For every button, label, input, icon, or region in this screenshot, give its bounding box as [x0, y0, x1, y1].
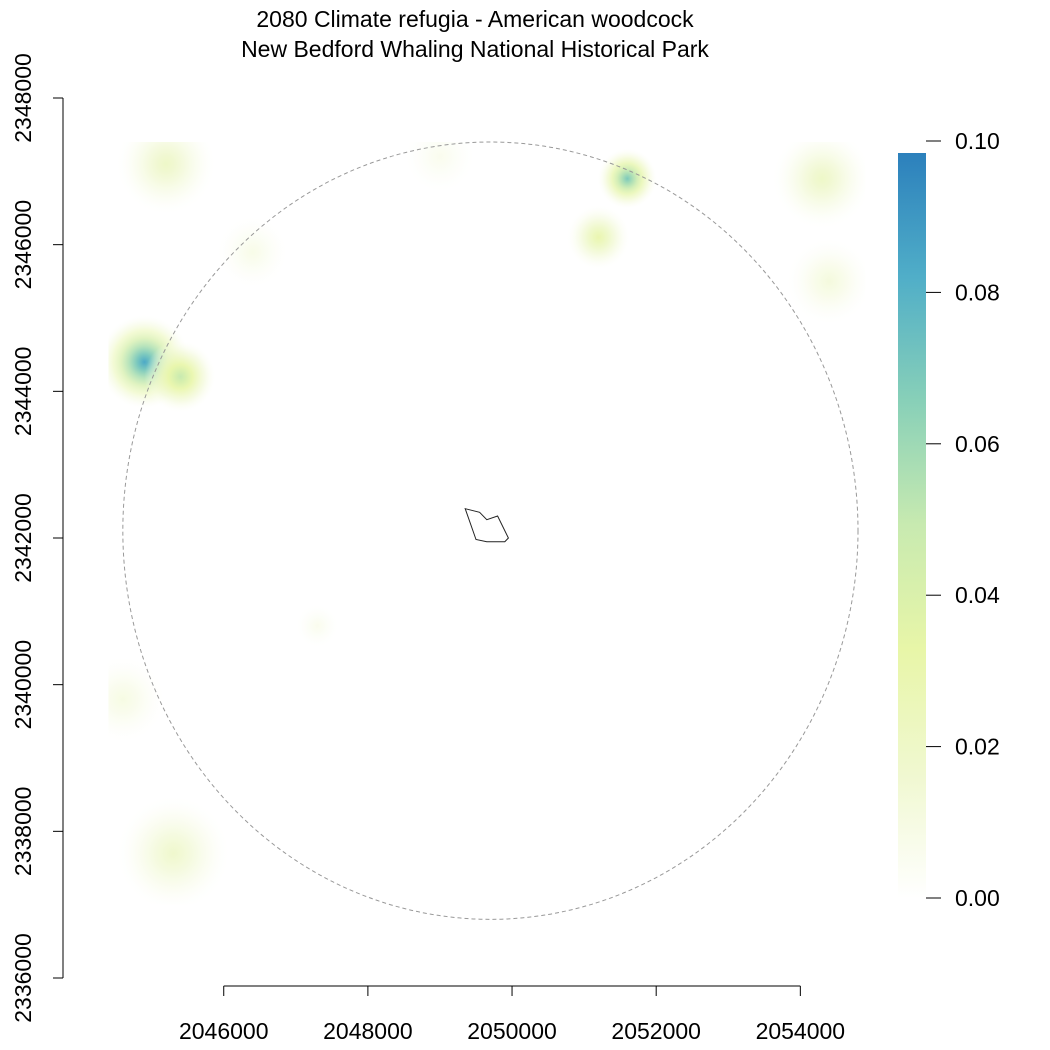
raster-cells	[108, 142, 866, 905]
colorbar-tick-label: 0.02	[955, 734, 1000, 760]
colorbar-tick-label: 0.10	[955, 128, 1000, 154]
colorbar-tick-label: 0.04	[955, 582, 1000, 608]
raster-hotspot	[115, 142, 217, 216]
y-tick-label: 2336000	[10, 933, 36, 1023]
colorbar-legend: 0.00 0.02 0.04 0.06 0.08 0.10	[898, 128, 1000, 911]
colorbar-tick-label: 0.06	[955, 431, 1000, 457]
x-tick-label: 2046000	[179, 1018, 269, 1044]
raster-hotspot	[108, 655, 167, 744]
buffer-boundary	[122, 141, 859, 920]
raster-hotspot	[295, 604, 340, 648]
colorbar-tick-label: 0.08	[955, 279, 1000, 305]
raster-layer	[108, 142, 866, 905]
x-tick-label: 2050000	[467, 1018, 557, 1044]
y-tick-label: 2338000	[10, 787, 36, 877]
x-tick-label: 2052000	[611, 1018, 701, 1044]
x-tick-label: 2054000	[756, 1018, 846, 1044]
y-tick-label: 2342000	[10, 493, 36, 583]
raster-hotspot	[771, 142, 866, 230]
colorbar	[898, 153, 926, 898]
raster-hotspot	[403, 142, 476, 194]
y-tick-label: 2346000	[10, 200, 36, 290]
raster-hotspot	[216, 215, 289, 289]
y-tick-label: 2340000	[10, 640, 36, 730]
x-axis: 2046000 2048000 2050000 2052000 2054000	[179, 985, 846, 1044]
chart-subtitle: New Bedford Whaling National Historical …	[241, 36, 709, 62]
y-tick-label: 2344000	[10, 347, 36, 437]
colorbar-tick-label: 0.00	[955, 885, 1000, 911]
x-tick-label: 2048000	[323, 1018, 413, 1044]
y-axis: 2336000 2338000 2340000 2342000 2344000 23460…	[10, 53, 64, 1023]
chart-title: 2080 Climate refugia - American woodcock	[256, 6, 694, 32]
raster-hotspot	[144, 340, 217, 414]
raster-hotspot	[566, 204, 631, 271]
raster-hotspot	[785, 237, 866, 326]
raster-hotspot	[115, 794, 231, 905]
overlay-layer	[122, 141, 859, 920]
y-tick-label: 2348000	[10, 53, 36, 143]
raster-hotspot	[597, 147, 658, 210]
park-boundary	[464, 507, 510, 543]
